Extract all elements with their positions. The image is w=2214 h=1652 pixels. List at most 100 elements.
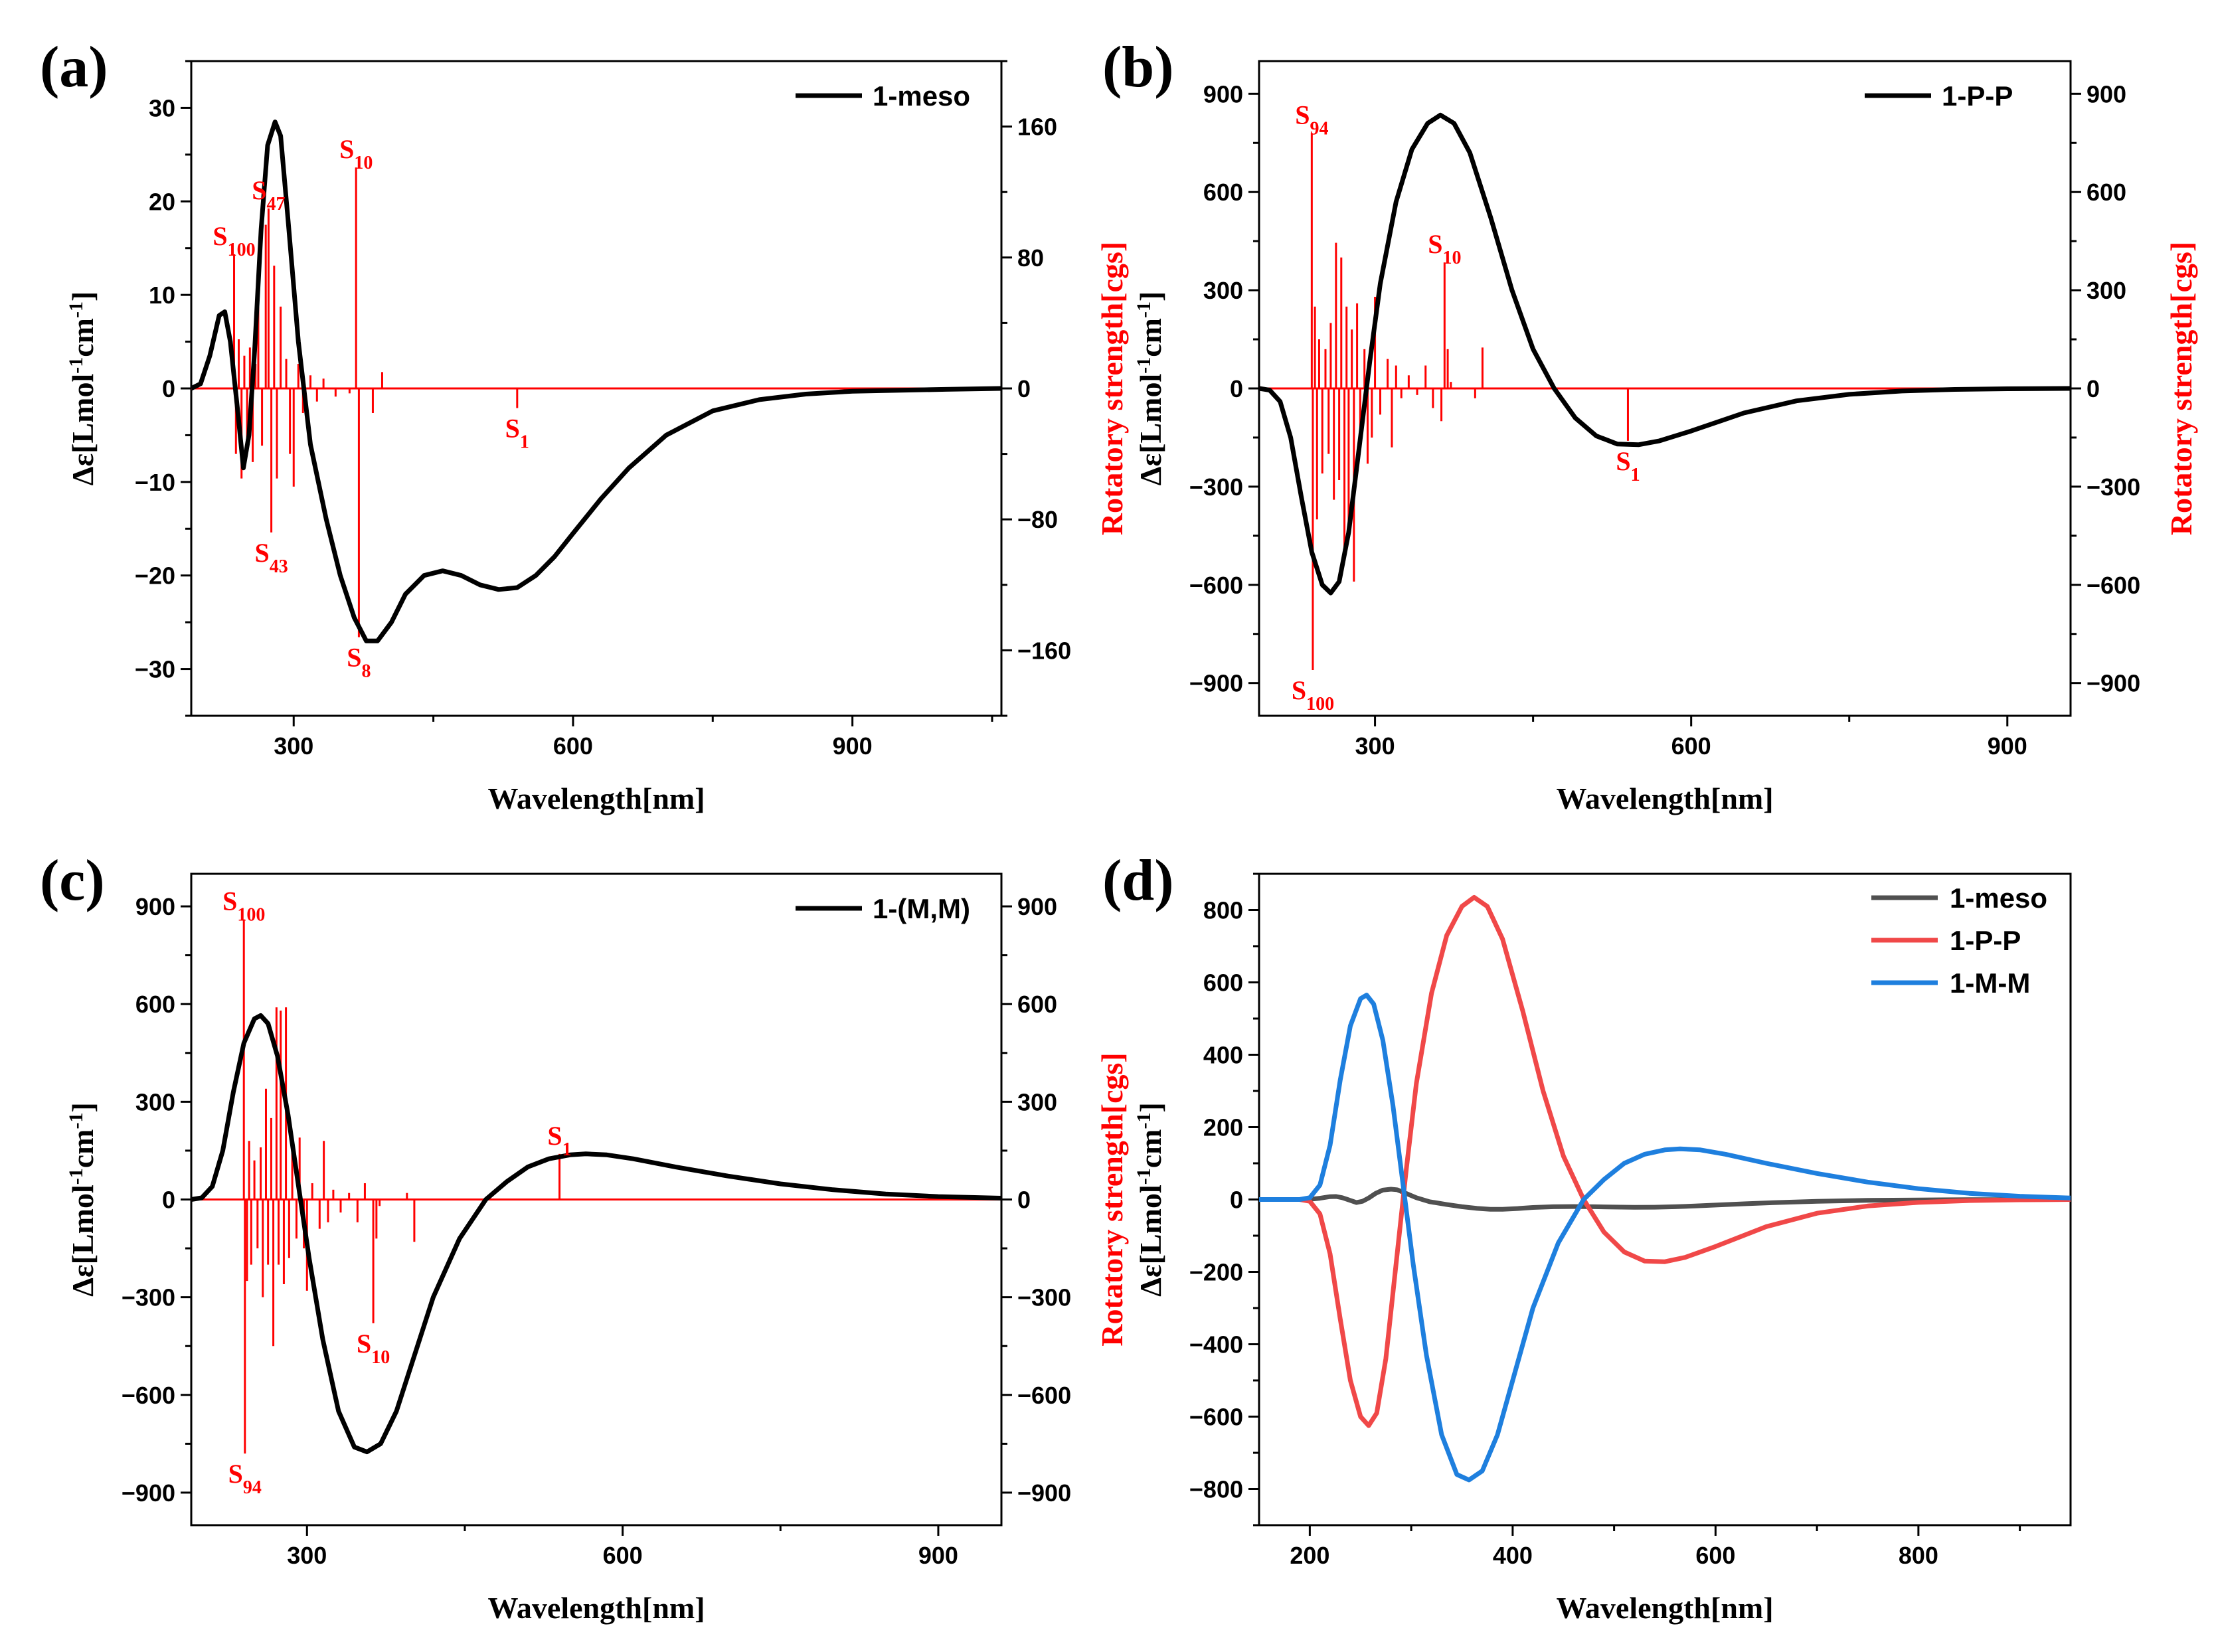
panel-a: (a) 300 600 900 −30 −20 −10 0 10 20 30 −160 −80 0 80 1… [40,35,1129,815]
panel-c-y2-tick-label: −300 [1017,1284,1071,1311]
panel-a-x-tick-label: 600 [553,732,593,760]
panel-c-state-label-main: S [547,1121,562,1151]
panel-b-y-axis-title-part-4: ] [1134,291,1167,301]
panel-c-y-tick-label: −900 [122,1479,175,1507]
panel-b-state-label-sub: 1 [1631,464,1640,485]
panel-c-y2-axis-title: Rotatory strength[cgs] [1095,1052,1129,1346]
panel-d-series-1-meso [1259,1187,2071,1212]
panel-c-x-tick-label: 300 [287,1542,327,1569]
panel-a-y-tick-label: 10 [149,282,175,309]
panel-b: (b) 300 600 900 −900 −600 −300 0 300 600 900 −900 −… [1102,35,2198,815]
panel-b-state-label-s1: S1 [1616,446,1640,485]
panel-c-y2-tick-label: 0 [1017,1187,1031,1214]
panel-a-state-label-sub: 47 [267,193,286,214]
panel-c-y2-tick-label: 900 [1017,893,1057,920]
panel-c-state-label-s94: S94 [228,1459,262,1498]
panel-a-legend-label: 1-meso [873,80,970,112]
panel-a-y-tick-label: 20 [149,188,175,215]
panel-a-state-label-sub: 8 [362,661,371,681]
panel-a-x-tick-label: 900 [833,732,873,760]
panel-b-cd-curve [1258,112,2071,596]
panel-b-state-label-s10: S10 [1428,229,1461,268]
panel-b-y2-tick-label: 300 [2086,277,2126,304]
panel-c-y-axis-title-part-0: Δε[Lmol [66,1185,100,1297]
panel-c-x-tick-label: 600 [603,1542,643,1569]
panel-c-plot: 300 600 900 −900 −600 −300 0 300 600 900 −900 −600 −… [65,872,1129,1625]
panel-b-state-label-main: S [1616,446,1630,476]
panel-c-state-label-s10: S10 [357,1329,390,1368]
panel-d-x-tick-label: 800 [1899,1542,1938,1569]
panel-b-state-label-main: S [1292,675,1306,705]
panel-c-state-label-main: S [228,1459,243,1489]
panel-d-x-axis-title: Wavelength[nm] [1556,1591,1773,1625]
panel-b-y-axis-title: Δε[Lmol-1cm-1] [1133,291,1168,486]
panel-d-y-tick-label: 0 [1230,1187,1243,1214]
panel-d-x-tick-label: 600 [1695,1542,1735,1569]
panel-c-y-axis-title: Δε[Lmol-1cm-1] [65,1102,100,1297]
panel-a-y2-tick-label: 80 [1017,244,1044,272]
panel-d-y-tick-label: −800 [1189,1476,1243,1503]
panel-a-state-label-main: S [505,414,520,444]
panel-b-x-axis-title: Wavelength[nm] [1556,782,1773,815]
panel-b-y-tick-label: 0 [1230,375,1243,402]
panel-a-state-label-main: S [254,538,269,568]
panel-a-y2-axis-title: Rotatory strength[cgs] [1095,242,1129,535]
panel-b-y2-tick-label: 0 [2086,375,2100,402]
panel-b-y-axis-title-part-1: -1 [1133,357,1155,374]
panel-a-y2-tick-label: 160 [1017,114,1057,141]
panel-c-legend-label: 1-(M,M) [873,893,970,924]
panel-c-y-tick-label: 300 [135,1088,175,1115]
panel-a-y-tick-label: 30 [149,94,175,122]
panel-c-state-label-sub: 94 [243,1477,262,1498]
panel-b-plot: 300 600 900 −900 −600 −300 0 300 600 900 −900 −600 −… [1133,60,2198,815]
panel-a-y-axis-title-part-0: Δε[Lmol [66,374,100,486]
panel-d-y-tick-label: 600 [1203,969,1243,997]
panel-d-x-tick-label: 400 [1493,1542,1533,1569]
panel-b-state-label-main: S [1295,100,1310,129]
panel-a-y-tick-label: 0 [162,375,175,402]
panel-c-state-label-sub: 100 [237,904,265,925]
panel-d: (d) 200 400 600 800 −800 −600 −400 −200 0 200 400 6… [1102,849,2072,1625]
panel-a-plot: 300 600 900 −30 −20 −10 0 10 20 30 −160 −80 0 80 160 Ro… [65,60,1129,815]
panel-a-state-label-sub: 10 [354,153,373,173]
panel-c-state-label-s100: S100 [222,886,265,926]
panel-a-x-axis-title: Wavelength[nm] [487,782,705,815]
panel-a-state-label-sub: 43 [270,556,288,576]
panel-a-y-axis-title-part-2: cm [66,318,100,357]
panel-d-y-tick-label: 200 [1203,1114,1243,1141]
panel-b-y2-tick-label: 900 [2086,80,2126,108]
panel-a-y-tick-label: −30 [135,656,175,683]
panel-a-state-label-main: S [339,134,354,164]
panel-a-state-label-s47: S47 [252,175,285,214]
panel-a-state-label-main: S [213,221,227,251]
panel-c-state-label-sub: 10 [371,1347,390,1367]
panel-c-y-tick-label: 0 [162,1187,175,1214]
panel-d-y-axis-title-part-3: -1 [1133,1112,1155,1129]
panel-b-y-axis-title-part-2: cm [1134,318,1167,357]
panel-a-y-axis-title: Δε[Lmol-1cm-1] [65,291,100,486]
panel-d-y-tick-label: 800 [1203,897,1243,924]
panel-d-y-tick-label: −400 [1189,1331,1243,1359]
panel-b-legend-label: 1-P-P [1942,80,2013,112]
panel-c: (c) 300 600 900 −900 −600 −300 0 300 600 900 −900 −… [40,849,1129,1625]
panel-a-y2-tick-label: −80 [1017,506,1058,533]
panel-d-y-axis-title-part-1: -1 [1133,1168,1155,1185]
panel-c-state-label-main: S [357,1329,371,1359]
panel-b-state-label-s100: S100 [1292,675,1334,714]
panel-d-y-axis-title: Δε[Lmol-1cm-1] [1133,1102,1168,1297]
panel-a-state-label-sub: 100 [228,239,256,260]
panel-b-y-axis-title-part-3: -1 [1133,301,1155,318]
panel-a-y-axis-title-part-3: -1 [65,301,87,318]
panel-c-cd-curve [191,1013,1002,1455]
panel-c-y2-tick-label: −600 [1017,1382,1071,1409]
panel-c-y-tick-label: 900 [135,893,175,920]
panel-c-y-axis-title-part-4: ] [66,1102,100,1112]
panel-b-letter: (b) [1102,35,1174,100]
panel-b-y2-tick-label: −600 [2086,572,2140,599]
panel-d-x-tick-label: 200 [1290,1542,1329,1569]
panel-d-y-tick-label: −200 [1189,1259,1243,1286]
panel-d-plot: 200 400 600 800 −800 −600 −400 −200 0 200 400 600 80… [1133,872,2072,1625]
panel-d-y-axis-title-part-2: cm [1134,1129,1167,1168]
panel-a-y-axis-title-part-4: ] [66,291,100,301]
